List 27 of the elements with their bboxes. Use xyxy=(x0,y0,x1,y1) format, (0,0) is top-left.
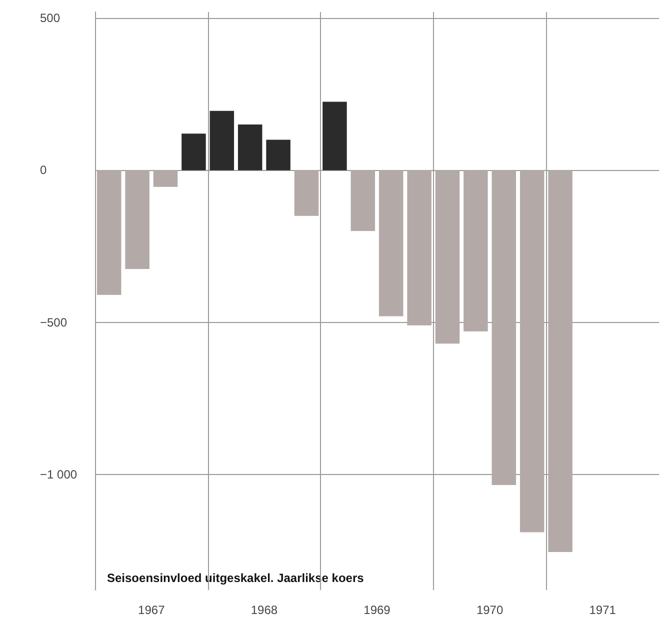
bar xyxy=(378,170,404,316)
bar xyxy=(96,170,122,295)
bar xyxy=(407,170,432,326)
annotation: Seisoensinvloed uitgeskakel. Jaarlikse koers xyxy=(107,571,364,585)
bar xyxy=(266,140,290,170)
y-tick-label: −500 xyxy=(40,315,68,330)
bar xyxy=(322,102,347,170)
bar xyxy=(294,170,319,216)
bar xyxy=(548,170,572,552)
bar xyxy=(238,124,262,170)
bar xyxy=(125,170,150,270)
bar xyxy=(464,170,488,332)
y-tick-label: −1 000 xyxy=(40,467,78,482)
y-tick-label: 0 xyxy=(40,163,47,178)
x-tick-label: 1970 xyxy=(476,603,504,617)
bar xyxy=(182,134,206,170)
bar xyxy=(520,170,544,532)
bar xyxy=(492,170,516,486)
bar xyxy=(153,170,178,187)
bar xyxy=(210,110,234,170)
y-tick-label: 500 xyxy=(40,11,60,26)
x-tick-label: 1971 xyxy=(589,603,616,617)
bar xyxy=(350,170,376,232)
bar xyxy=(435,170,460,344)
x-tick-label: 1967 xyxy=(138,603,166,617)
x-tick-label: 1968 xyxy=(250,603,278,617)
x-tick-label: 1969 xyxy=(364,603,391,617)
